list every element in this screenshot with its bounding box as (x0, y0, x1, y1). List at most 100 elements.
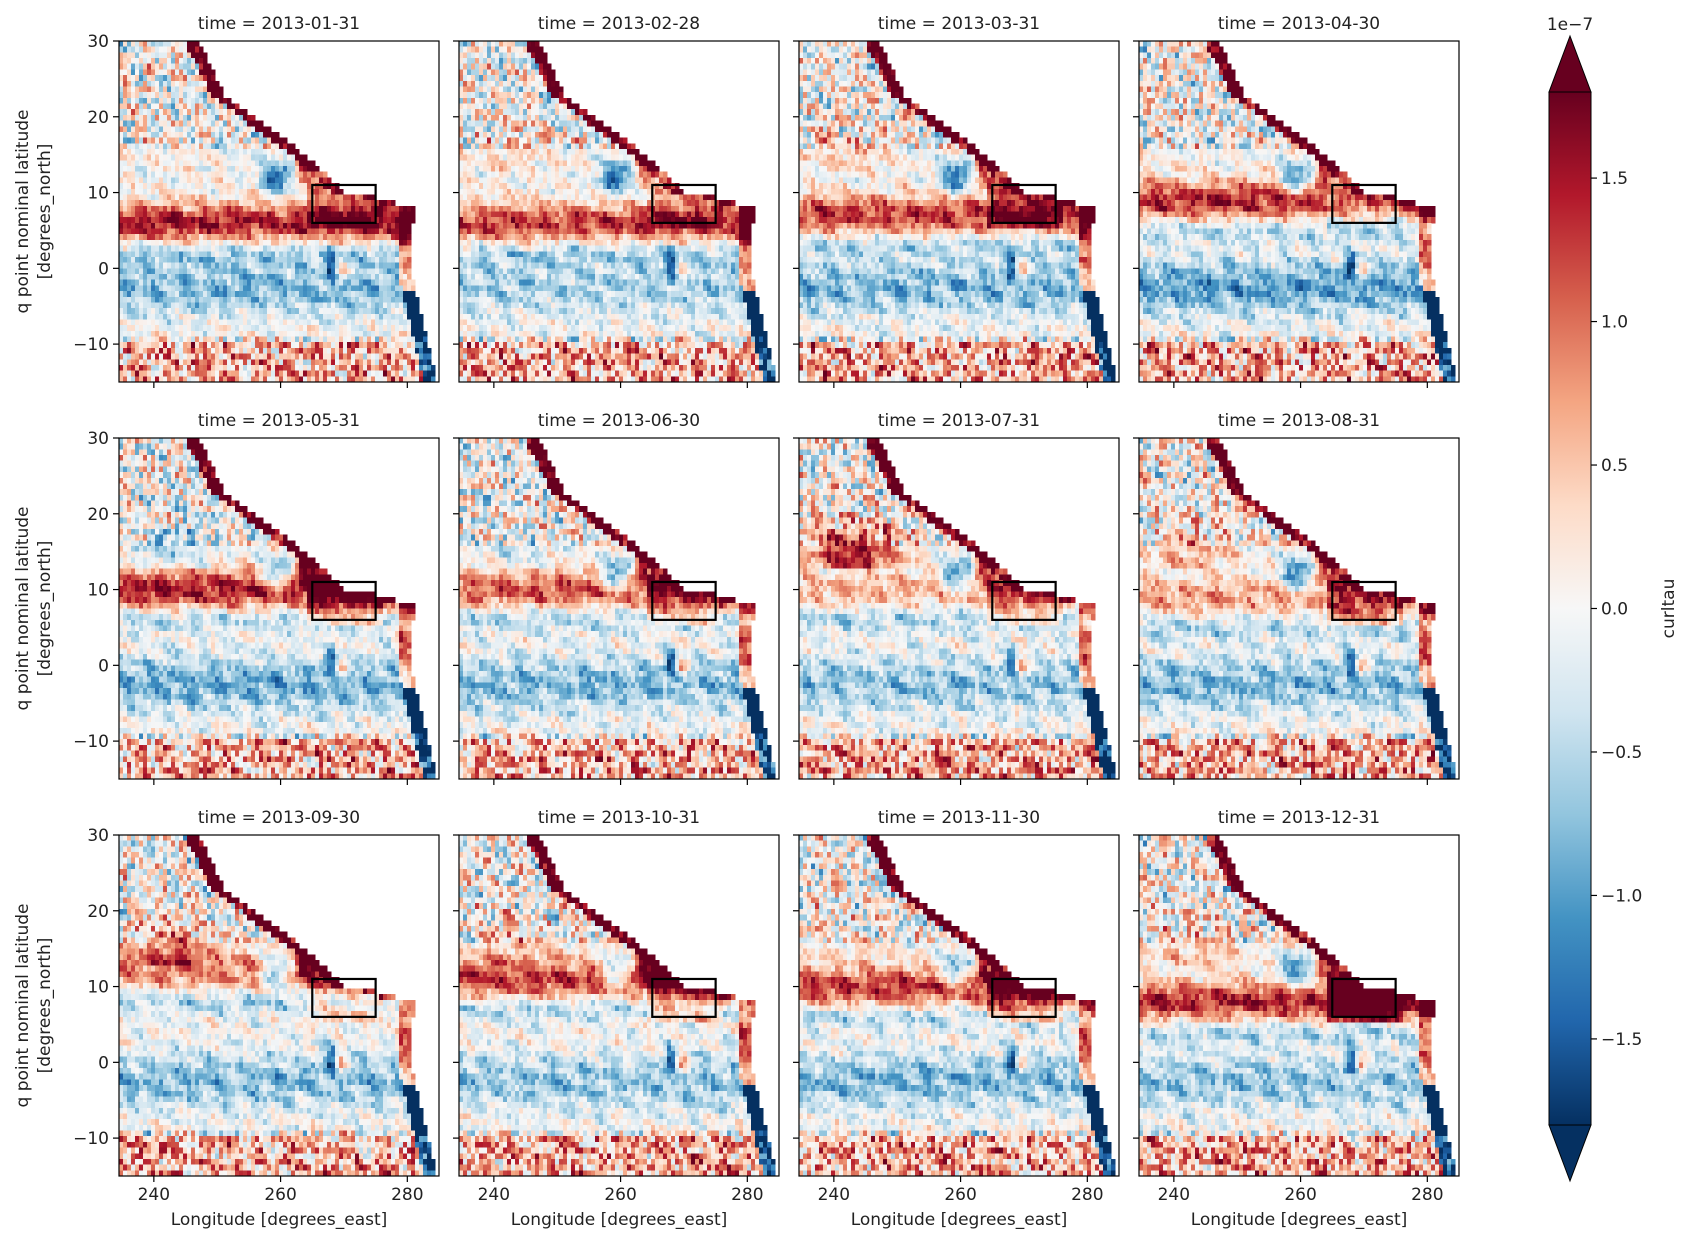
heatmap-cell (155, 115, 159, 121)
heatmap-cell (411, 314, 415, 320)
heatmap-cell (399, 325, 403, 331)
heatmap-cell (327, 319, 331, 325)
heatmap-cell (319, 257, 323, 263)
heatmap-cell (223, 331, 227, 337)
heatmap-cell (379, 325, 383, 331)
heatmap-cell (135, 52, 139, 58)
heatmap-cell (143, 189, 147, 195)
heatmap-cell (247, 251, 251, 257)
heatmap-cell (163, 149, 167, 155)
heatmap-cell (163, 217, 167, 223)
heatmap-cell (191, 47, 195, 53)
heatmap-cell (359, 263, 363, 269)
heatmap-cell (343, 314, 347, 320)
heatmap-cell (387, 291, 391, 297)
heatmap-cell (295, 325, 299, 331)
heatmap-cell (343, 212, 347, 218)
heatmap-cell (371, 314, 375, 320)
heatmap-cell (291, 212, 295, 218)
heatmap-cell (191, 234, 195, 240)
heatmap-cell (347, 200, 351, 206)
heatmap-cell (147, 64, 151, 70)
heatmap-cell (271, 274, 275, 280)
heatmap-cell (135, 308, 139, 314)
heatmap-cell (191, 126, 195, 132)
heatmap-cell (231, 251, 235, 257)
heatmap-cell (175, 342, 179, 348)
heatmap-cell (407, 240, 411, 246)
heatmap-cell (147, 172, 151, 178)
heatmap-cell (127, 251, 131, 257)
heatmap-cell (291, 337, 295, 343)
heatmap-cell (235, 160, 239, 166)
heatmap-cell (143, 285, 147, 291)
heatmap-cell (147, 189, 151, 195)
heatmap-cell (331, 246, 335, 252)
heatmap-cell (291, 325, 295, 331)
heatmap-cell (211, 86, 215, 92)
heatmap-cell (311, 240, 315, 246)
heatmap-cell (143, 194, 147, 200)
heatmap-cell (207, 331, 211, 337)
heatmap-cell (331, 240, 335, 246)
heatmap-cell (251, 115, 255, 121)
heatmap-cell (139, 297, 143, 303)
heatmap-cell (371, 297, 375, 303)
heatmap-cell (211, 274, 215, 280)
heatmap-cell (251, 189, 255, 195)
heatmap-cell (123, 104, 127, 110)
heatmap-cell (235, 251, 239, 257)
heatmap-cell (311, 297, 315, 303)
heatmap-cell (179, 319, 183, 325)
heatmap-cell (387, 274, 391, 280)
heatmap-cell (207, 194, 211, 200)
heatmap-cell (407, 223, 411, 229)
heatmap-cell (123, 194, 127, 200)
heatmap-cell (175, 337, 179, 343)
heatmap-cell (263, 223, 267, 229)
heatmap-cell (127, 280, 131, 286)
heatmap-cell (391, 308, 395, 314)
heatmap-cell (351, 212, 355, 218)
heatmap-cell (323, 325, 327, 331)
heatmap-cell (263, 138, 267, 144)
heatmap-cell (283, 285, 287, 291)
heatmap-cell (255, 274, 259, 280)
heatmap-cell (403, 314, 407, 320)
heatmap-cell (295, 194, 299, 200)
heatmap-cell (163, 319, 167, 325)
heatmap-cell (127, 172, 131, 178)
heatmap-cell (315, 257, 319, 263)
heatmap-cell (207, 212, 211, 218)
heatmap-cell (283, 314, 287, 320)
heatmap-cell (179, 280, 183, 286)
heatmap-cell (351, 325, 355, 331)
heatmap-cell (403, 331, 407, 337)
heatmap-cell (403, 285, 407, 291)
heatmap-cell (167, 263, 171, 269)
heatmap-cell (271, 325, 275, 331)
heatmap-cell (399, 268, 403, 274)
heatmap-cell (215, 126, 219, 132)
heatmap-cell (319, 189, 323, 195)
heatmap-cell (407, 217, 411, 223)
heatmap-cell (135, 297, 139, 303)
heatmap-cell (179, 115, 183, 121)
heatmap-cell (195, 172, 199, 178)
heatmap-cell (187, 297, 191, 303)
heatmap-cell (327, 200, 331, 206)
heatmap-cell (147, 52, 151, 58)
heatmap-cell (347, 251, 351, 257)
heatmap-cell (387, 223, 391, 229)
heatmap-cell (207, 285, 211, 291)
heatmap-cell (355, 246, 359, 252)
heatmap-cell (359, 291, 363, 297)
heatmap-cell (279, 302, 283, 308)
heatmap-cell (151, 251, 155, 257)
heatmap-cell (131, 115, 135, 121)
heatmap-cell (311, 251, 315, 257)
heatmap-cell (135, 234, 139, 240)
heatmap-cell (395, 319, 399, 325)
heatmap-cell (355, 251, 359, 257)
heatmap-cell (155, 212, 159, 218)
